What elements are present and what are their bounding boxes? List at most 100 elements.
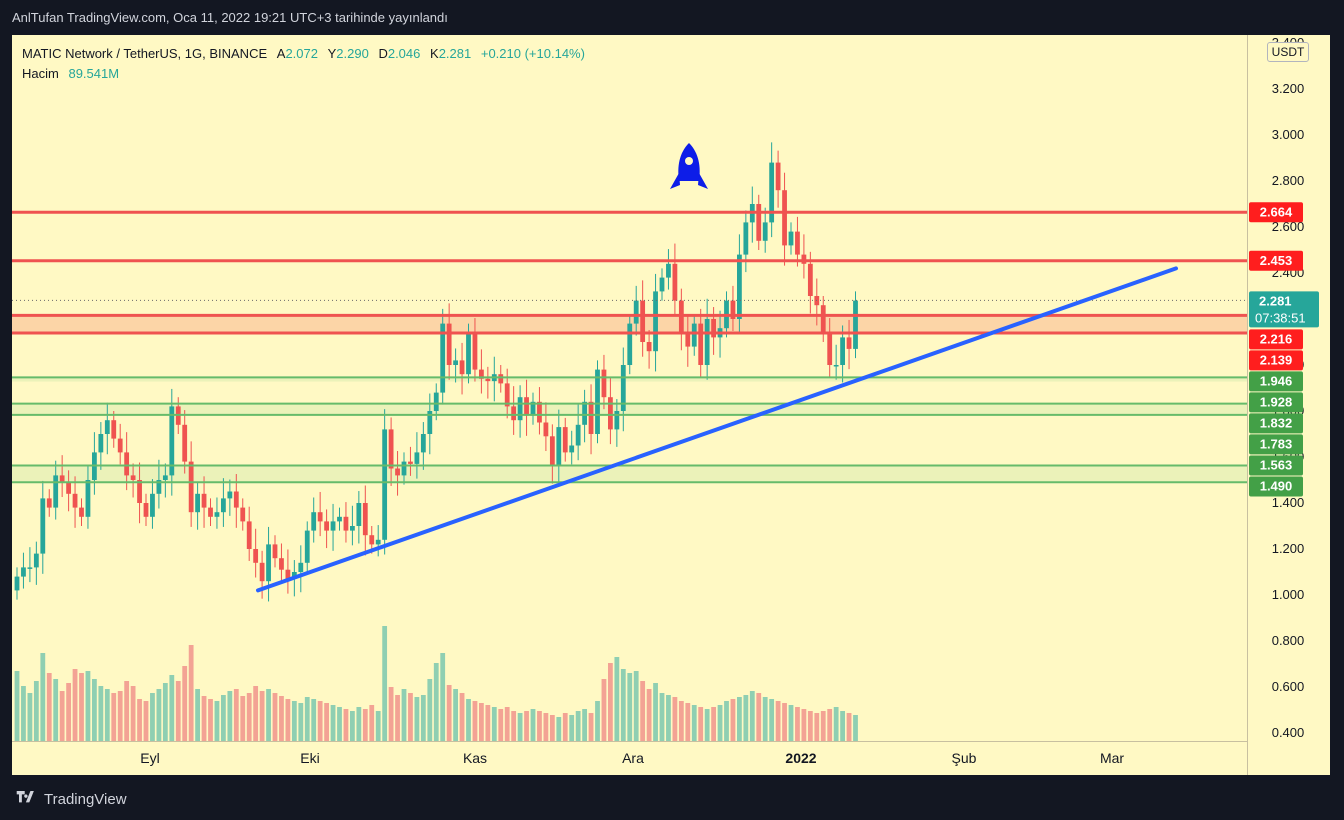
- candle-body: [395, 468, 400, 476]
- candle-body: [375, 539, 381, 545]
- candle-body: [137, 480, 142, 503]
- level-tag-bg: [1249, 371, 1303, 392]
- resistance-level-tag[interactable]: 2.664: [1249, 202, 1303, 223]
- volume-bar: [756, 693, 762, 741]
- volume-bar: [162, 683, 168, 741]
- volume-bar: [569, 715, 575, 741]
- candle-body: [704, 319, 710, 365]
- support-band: [12, 403, 1247, 415]
- support-level-tag[interactable]: 1.946: [1249, 371, 1303, 392]
- candle-body: [833, 365, 839, 367]
- candle-body: [614, 411, 620, 430]
- support-level-tag[interactable]: 1.563: [1249, 455, 1303, 476]
- candle-body: [130, 475, 136, 480]
- volume-bar: [427, 679, 433, 741]
- candle-body: [762, 222, 768, 241]
- high-value: 2.290: [336, 46, 369, 61]
- volume-bar: [46, 673, 52, 741]
- volume-bar: [782, 703, 787, 741]
- currency-button[interactable]: USDT: [1267, 42, 1309, 62]
- support-level-tag[interactable]: 1.832: [1249, 413, 1303, 434]
- volume-bar: [653, 683, 658, 741]
- candle-body: [330, 521, 336, 531]
- volume-bar: [466, 699, 471, 741]
- candle-body: [362, 503, 368, 536]
- level-tag-value: 2.664: [1260, 204, 1293, 219]
- candle-body: [549, 436, 555, 467]
- candlestick-chart[interactable]: 0.4000.6000.8001.0001.2001.4001.6001.800…: [12, 35, 1330, 775]
- last-price-tag-bg: [1249, 291, 1319, 328]
- volume-bar: [801, 709, 807, 741]
- footer-brand[interactable]: TradingView: [14, 789, 127, 809]
- candle-body: [730, 300, 736, 319]
- resistance-level-tag[interactable]: 2.139: [1249, 350, 1303, 371]
- last-price-value: 2.281: [1259, 293, 1292, 308]
- volume-bar: [698, 707, 704, 741]
- volume-bar: [227, 691, 233, 741]
- candle-body: [350, 526, 355, 531]
- volume-bar: [788, 705, 794, 741]
- volume-bar: [143, 701, 149, 741]
- candle-body: [820, 305, 826, 333]
- candle-body: [150, 493, 155, 517]
- volume-bar: [85, 671, 91, 741]
- rocket-icon[interactable]: [670, 143, 708, 189]
- volume-bar: [659, 693, 665, 741]
- candle-body: [27, 567, 33, 569]
- volume-bar: [369, 705, 375, 741]
- resistance-level-tag[interactable]: 2.453: [1249, 250, 1303, 271]
- level-tag-bg: [1249, 392, 1303, 413]
- candle-body: [414, 452, 420, 464]
- candle-body: [169, 406, 175, 476]
- volume-bar: [182, 666, 188, 741]
- candle-body: [33, 553, 39, 568]
- volume-bar: [150, 693, 155, 741]
- volume-bar: [66, 683, 71, 741]
- candle-body: [601, 369, 607, 398]
- volume-bar: [543, 713, 549, 741]
- candle-body: [117, 438, 123, 453]
- candle-body: [485, 378, 491, 382]
- candle-body: [246, 521, 252, 549]
- time-axis[interactable]: [12, 741, 1247, 776]
- volume-bar: [130, 686, 136, 741]
- volume-bar: [124, 681, 130, 741]
- volume-bar: [730, 699, 736, 741]
- candle-body: [737, 254, 742, 319]
- volume-bar: [111, 693, 117, 741]
- chart-panel[interactable]: 0.4000.6000.8001.0001.2001.4001.6001.800…: [12, 35, 1330, 775]
- candle-body: [79, 507, 84, 517]
- last-price-tag[interactable]: 2.281 07:38:51: [1249, 291, 1319, 328]
- price-tick-label: 1.000: [1272, 587, 1305, 602]
- volume-bar: [827, 709, 833, 741]
- candle-body: [46, 498, 52, 508]
- candle-body: [640, 300, 646, 342]
- price-axis[interactable]: [1247, 35, 1331, 775]
- candle-body: [588, 401, 594, 434]
- level-tag-value: 1.946: [1260, 373, 1293, 388]
- trendline[interactable]: [256, 266, 1178, 593]
- candle-body: [433, 392, 439, 411]
- symbol-title[interactable]: MATIC Network / TetherUS, 1G, BINANCE: [22, 46, 268, 61]
- candle-body: [537, 401, 542, 423]
- candle-body: [162, 475, 168, 480]
- resistance-level-tag[interactable]: 2.216: [1249, 329, 1303, 350]
- change-value: +0.210 (+10.14%): [480, 46, 585, 61]
- candle-body: [317, 512, 323, 522]
- volume-bar: [769, 699, 775, 741]
- support-level-tag[interactable]: 1.928: [1249, 392, 1303, 413]
- volume-bar: [479, 703, 484, 741]
- volume-bar: [711, 707, 716, 741]
- support-level-tag[interactable]: 1.783: [1249, 434, 1303, 455]
- volume-bar: [337, 707, 342, 741]
- close-label: K: [430, 46, 439, 61]
- support-level-tag[interactable]: 1.490: [1249, 476, 1303, 497]
- candle-body: [807, 263, 813, 296]
- candle-body: [466, 332, 471, 375]
- candle-body: [846, 337, 852, 349]
- candle-body: [517, 397, 523, 421]
- candle-body: [562, 427, 568, 453]
- volume-bar: [433, 663, 439, 741]
- volume-bar: [440, 653, 446, 741]
- candle-body: [795, 231, 800, 255]
